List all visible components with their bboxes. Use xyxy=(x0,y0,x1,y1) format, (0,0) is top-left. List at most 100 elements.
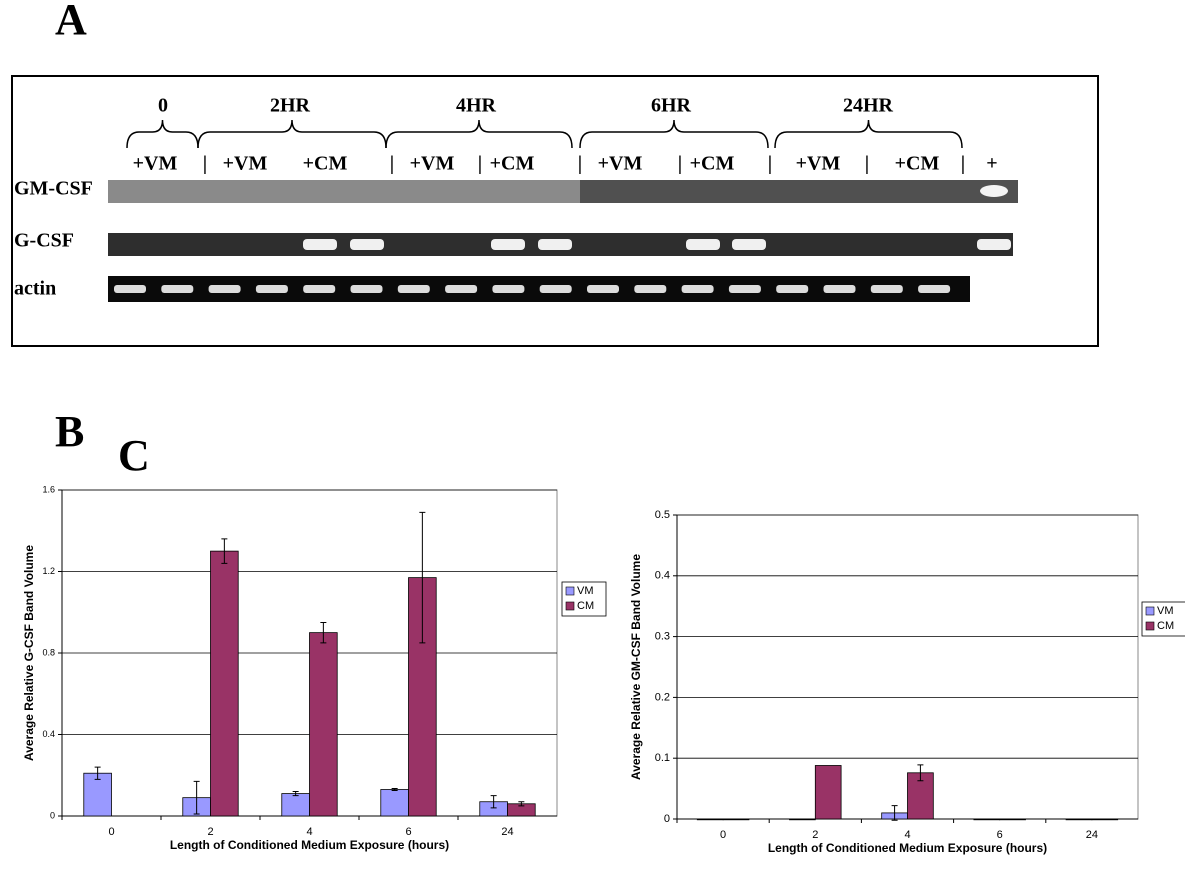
lane-label: +VM xyxy=(598,153,643,175)
legend-swatch xyxy=(566,587,574,595)
y-axis-label: Average Relative GM-CSF Band Volume xyxy=(629,554,643,780)
band xyxy=(977,239,1011,250)
lane-label: +VM xyxy=(223,153,268,175)
y-tick-label: 0.3 xyxy=(655,631,670,643)
y-tick-label: 0.1 xyxy=(655,752,670,764)
positive-label: + xyxy=(986,153,997,175)
lane-separator: | xyxy=(678,153,682,175)
bar xyxy=(310,633,338,816)
x-tick-label: 0 xyxy=(720,829,726,841)
legend-swatch xyxy=(1146,622,1154,630)
band xyxy=(732,239,766,250)
row-label: G-CSF xyxy=(14,230,74,252)
band xyxy=(776,285,808,293)
band xyxy=(918,285,950,293)
band xyxy=(445,285,477,293)
time-header: 24HR xyxy=(843,95,894,117)
band xyxy=(114,285,146,293)
row-label: GM-CSF xyxy=(14,178,93,200)
band xyxy=(540,285,572,293)
panel-label: C xyxy=(118,431,150,480)
legend-label: CM xyxy=(577,600,594,612)
band xyxy=(491,239,525,250)
band xyxy=(634,285,666,293)
x-axis-label: Length of Conditioned Medium Exposure (h… xyxy=(170,838,449,852)
brace xyxy=(775,120,962,148)
lane-separator: | xyxy=(390,153,394,175)
time-header: 4HR xyxy=(456,95,497,117)
panel-label: B xyxy=(55,407,84,456)
legend-label: CM xyxy=(1157,620,1174,632)
lane-label: +VM xyxy=(796,153,841,175)
band xyxy=(492,285,524,293)
band xyxy=(303,239,337,250)
legend-label: VM xyxy=(577,585,594,597)
panel-label: A xyxy=(55,0,87,44)
band xyxy=(209,285,241,293)
y-tick-label: 0 xyxy=(50,810,55,820)
legend-swatch xyxy=(566,602,574,610)
bar xyxy=(815,765,841,819)
band xyxy=(161,285,193,293)
band xyxy=(587,285,619,293)
band xyxy=(682,285,714,293)
band xyxy=(256,285,288,293)
time-header: 0 xyxy=(158,95,168,117)
x-axis-label: Length of Conditioned Medium Exposure (h… xyxy=(768,841,1047,855)
bar xyxy=(381,790,409,816)
lane-separator: | xyxy=(203,153,207,175)
lane-separator: | xyxy=(478,153,482,175)
y-tick-label: 0 xyxy=(664,813,670,825)
gel-frame xyxy=(12,76,1098,346)
x-tick-label: 2 xyxy=(207,826,213,838)
bar xyxy=(282,794,310,816)
time-header: 2HR xyxy=(270,95,311,117)
bar xyxy=(211,551,239,816)
band xyxy=(824,285,856,293)
bar xyxy=(974,819,1000,820)
gel-strip xyxy=(580,180,1018,203)
lane-label: +CM xyxy=(490,153,535,175)
x-tick-label: 2 xyxy=(812,829,818,841)
y-tick-label: 1.2 xyxy=(42,566,55,576)
legend-swatch xyxy=(1146,607,1154,615)
x-tick-label: 4 xyxy=(904,829,910,841)
lane-label: +CM xyxy=(303,153,348,175)
y-axis-label: Average Relative G-CSF Band Volume xyxy=(22,545,36,761)
brace xyxy=(580,120,768,148)
y-tick-label: 0.4 xyxy=(42,729,55,739)
x-tick-label: 4 xyxy=(306,826,312,838)
band xyxy=(871,285,903,293)
x-tick-label: 6 xyxy=(997,829,1003,841)
x-tick-label: 6 xyxy=(405,826,411,838)
legend-label: VM xyxy=(1157,605,1174,617)
lane-label: +CM xyxy=(895,153,940,175)
lane-label: +VM xyxy=(133,153,178,175)
y-tick-label: 0.8 xyxy=(42,647,55,657)
brace xyxy=(198,120,386,148)
band xyxy=(538,239,572,250)
lane-separator: | xyxy=(768,153,772,175)
lane-label: +CM xyxy=(690,153,735,175)
brace xyxy=(127,120,198,148)
lane-separator: | xyxy=(578,153,582,175)
band xyxy=(686,239,720,250)
lane-label: +VM xyxy=(410,153,455,175)
band xyxy=(303,285,335,293)
lane-separator: | xyxy=(865,153,869,175)
x-tick-label: 0 xyxy=(108,826,114,838)
bar xyxy=(789,819,815,820)
band xyxy=(980,185,1008,197)
band xyxy=(351,285,383,293)
figure: A B C 02HR4HR6HR24HR+VM+VM+CM+VM+CM+VM+C… xyxy=(0,0,1185,869)
band xyxy=(398,285,430,293)
lane-separator: | xyxy=(961,153,965,175)
x-tick-label: 24 xyxy=(1086,829,1098,841)
band xyxy=(729,285,761,293)
y-tick-label: 0.4 xyxy=(655,570,670,582)
gel-strip xyxy=(108,180,580,203)
y-tick-label: 1.6 xyxy=(42,484,55,494)
x-tick-label: 24 xyxy=(501,826,513,838)
row-label: actin xyxy=(14,278,56,300)
